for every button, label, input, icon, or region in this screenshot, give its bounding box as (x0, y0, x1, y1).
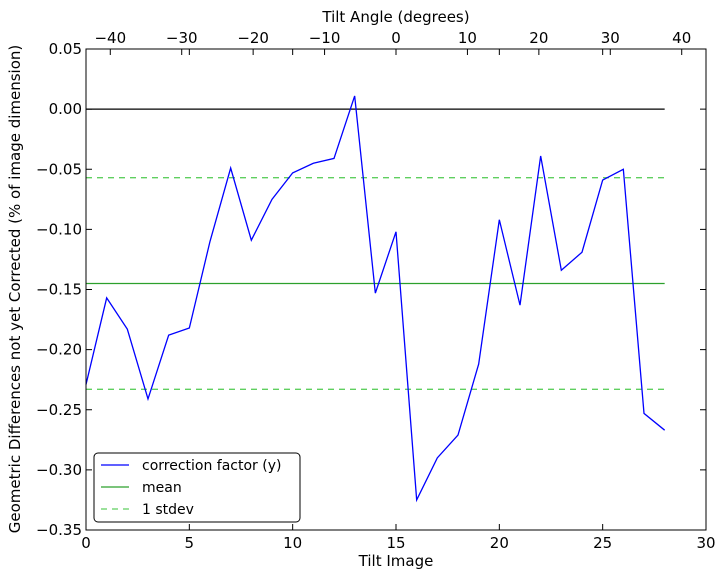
x-tick-label: 20 (490, 534, 509, 552)
y-tick-label: −0.25 (36, 401, 82, 419)
top-x-tick-label: 40 (672, 29, 691, 47)
y-tick-label: −0.05 (36, 160, 82, 178)
y-tick-label: −0.10 (36, 220, 82, 238)
plot-area (86, 49, 706, 530)
legend-label-correction: correction factor (y) (142, 458, 281, 474)
series-line-correction-factor-y (85, 95, 666, 503)
legend-label-mean: mean (142, 480, 182, 496)
top-x-tick-label: −40 (94, 29, 126, 47)
y-tick-label: −0.15 (36, 281, 82, 299)
x-tick-label: 30 (696, 534, 715, 552)
top-x-tick-label: −20 (237, 29, 269, 47)
y-tick-label: 0.05 (49, 40, 82, 58)
legend: correction factor (y) mean 1 stdev (93, 452, 301, 523)
ticks-layer: 0 5 10 15 20 25 30 0.05 0.00 −0.05 −0.10 −0.15 −0.20… (36, 29, 716, 552)
series-layer (85, 95, 666, 503)
top-x-tick-label: 20 (529, 29, 548, 47)
top-x-tick-label: 0 (391, 29, 401, 47)
x-tick-label: 25 (593, 534, 612, 552)
y-tick-label: −0.20 (36, 341, 82, 359)
x-tick-label: 15 (386, 534, 405, 552)
x-tick-label: 5 (185, 534, 195, 552)
x-tick-label: 0 (81, 534, 91, 552)
top-x-tick-label: −30 (166, 29, 198, 47)
top-x-tick-label: 10 (458, 29, 477, 47)
y-axis-title: Geometric Differences not yet Corrected … (6, 45, 24, 534)
top-x-tick-label: −10 (309, 29, 341, 47)
x-tick-label: 10 (283, 534, 302, 552)
y-tick-label: −0.30 (36, 461, 82, 479)
legend-label-stdev: 1 stdev (142, 502, 194, 518)
top-x-tick-label: 30 (601, 29, 620, 47)
y-tick-label: −0.35 (36, 521, 82, 539)
legend-box (93, 452, 301, 523)
x-axis-title: Tilt Image (358, 552, 434, 570)
top-x-axis-title: Tilt Angle (degrees) (321, 8, 469, 26)
y-tick-label: 0.00 (49, 100, 82, 118)
